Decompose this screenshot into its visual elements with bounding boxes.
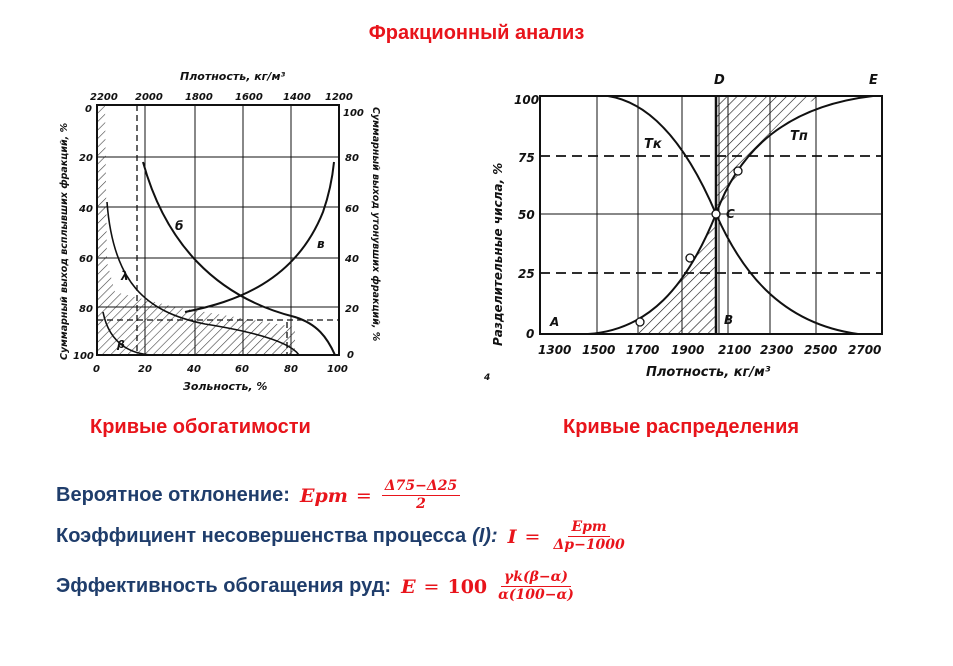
top-tick: 1200: [325, 92, 353, 103]
left-tick: 100: [73, 351, 94, 362]
y-tick: 100: [514, 93, 539, 107]
formula-lhs: I: [507, 525, 517, 548]
right-tick: 20: [345, 304, 359, 315]
bottom-axis-title: Зольность, %: [183, 380, 267, 393]
numerator: Epm: [568, 519, 610, 537]
left-tick: 0: [85, 104, 92, 115]
right-tick: 60: [345, 204, 359, 215]
curve-beta: [102, 311, 156, 356]
left-axis-title: Суммарный выход всплывших фракций, %: [59, 123, 70, 360]
x-tick: 2700: [848, 343, 881, 357]
x-tick: 2500: [804, 343, 837, 357]
hatched-area-left: [628, 218, 716, 334]
hatched-area: [97, 105, 295, 355]
right-tick: 0: [347, 350, 354, 361]
y-axis-title: Разделительные числа, %: [491, 163, 505, 346]
fraction: Epm Δp−1000: [550, 519, 627, 554]
formula-expression: I = Epm Δp−1000: [508, 519, 628, 554]
formula-label: Вероятное отклонение:: [56, 484, 290, 506]
right-tick: 40: [344, 254, 359, 265]
formula-lhs: E: [401, 575, 416, 598]
curve-label: λ: [120, 269, 129, 283]
equals-sign: =: [524, 525, 541, 548]
curve-v: [184, 161, 335, 313]
bottom-tick: 60: [235, 364, 249, 375]
curve-label: Тп: [790, 129, 808, 144]
top-tick: 1400: [283, 92, 311, 103]
point-label: C: [726, 207, 735, 221]
x-tick: 1700: [626, 343, 659, 357]
left-tick: 40: [78, 204, 93, 215]
corner-mark: 4: [483, 373, 490, 383]
curve-label: б: [175, 219, 183, 233]
right-tick: 80: [345, 153, 359, 164]
top-tick: 1800: [185, 92, 213, 103]
page-title: Фракционный анализ: [368, 22, 585, 44]
formula-expression: E = 100 γk(β−α) α(100−α): [401, 569, 577, 604]
curve-label: в: [317, 237, 325, 251]
top-tick: 2200: [90, 92, 118, 103]
formula-coefficient: 100: [447, 575, 488, 598]
fraction: Δ75−Δ25 2: [381, 478, 461, 513]
y-tick: 50: [518, 208, 535, 222]
numerator: Δ75−Δ25: [381, 478, 461, 496]
x-tick: 2300: [760, 343, 793, 357]
curve-b: [142, 161, 336, 356]
formula-label: Коэффициент несовершенства процесса: [56, 525, 467, 547]
right-caption: Кривые распределения: [563, 416, 800, 438]
left-tick: 20: [79, 153, 93, 164]
curve-label: β: [116, 338, 125, 351]
left-tick: 60: [79, 254, 93, 265]
distribution-curves-figure: D E C A B Тк Тп 100 75 50 25 0 Разделите…: [483, 73, 883, 383]
equals-sign: =: [355, 484, 372, 507]
hatched-area-right: [716, 96, 824, 218]
point-label: B: [724, 313, 733, 327]
x-tick: 1900: [671, 343, 704, 357]
formula-imperfection: Коэффициент несовершенства процесса (I):…: [56, 519, 628, 554]
formula-label: Эффективность обогащения руд:: [56, 575, 392, 597]
denominator: α(100−α): [498, 587, 574, 603]
right-axis-title: Суммарный выход утонувших фракций, %: [370, 107, 381, 341]
x-axis-title: Плотность, кг/м³: [646, 365, 771, 380]
bottom-tick: 100: [327, 364, 348, 375]
point-label: D: [714, 73, 725, 88]
formula-probable-deviation: Вероятное отклонение: Epm = Δ75−Δ25 2: [56, 478, 461, 513]
top-axis-title: Плотность, кг/м³: [180, 70, 285, 83]
y-tick: 0: [526, 327, 534, 341]
equals-sign: =: [423, 575, 440, 598]
formula-label-italic: (I):: [472, 525, 498, 547]
bottom-tick: 0: [93, 364, 100, 375]
x-tick: 2100: [718, 343, 751, 357]
curve-lambda: [106, 201, 300, 356]
point-label: E: [869, 73, 878, 88]
formula-efficiency: Эффективность обогащения руд: E = 100 γk…: [56, 569, 577, 604]
left-caption: Кривые обогатимости: [90, 416, 311, 438]
denominator: 2: [416, 496, 426, 512]
formula-lhs: Epm: [299, 484, 348, 507]
bottom-tick: 40: [186, 364, 201, 375]
enrichment-curves-figure: Плотность, кг/м³ 2200 2000 1800 1600 140…: [59, 70, 381, 393]
right-tick: 100: [343, 108, 364, 119]
formula-expression: Epm = Δ75−Δ25 2: [299, 478, 461, 513]
curve-label: Тк: [644, 137, 663, 152]
x-tick: 1500: [582, 343, 615, 357]
fraction: γk(β−α) α(100−α): [495, 569, 577, 604]
y-tick: 75: [518, 151, 535, 165]
left-tick: 80: [79, 304, 93, 315]
top-tick: 2000: [135, 92, 163, 103]
bottom-tick: 20: [138, 364, 152, 375]
point-label: A: [549, 315, 559, 329]
top-tick: 1600: [235, 92, 263, 103]
y-tick: 25: [518, 267, 535, 281]
numerator: γk(β−α): [501, 569, 572, 587]
x-tick: 1300: [538, 343, 571, 357]
bottom-tick: 80: [284, 364, 298, 375]
denominator: Δp−1000: [553, 537, 625, 553]
